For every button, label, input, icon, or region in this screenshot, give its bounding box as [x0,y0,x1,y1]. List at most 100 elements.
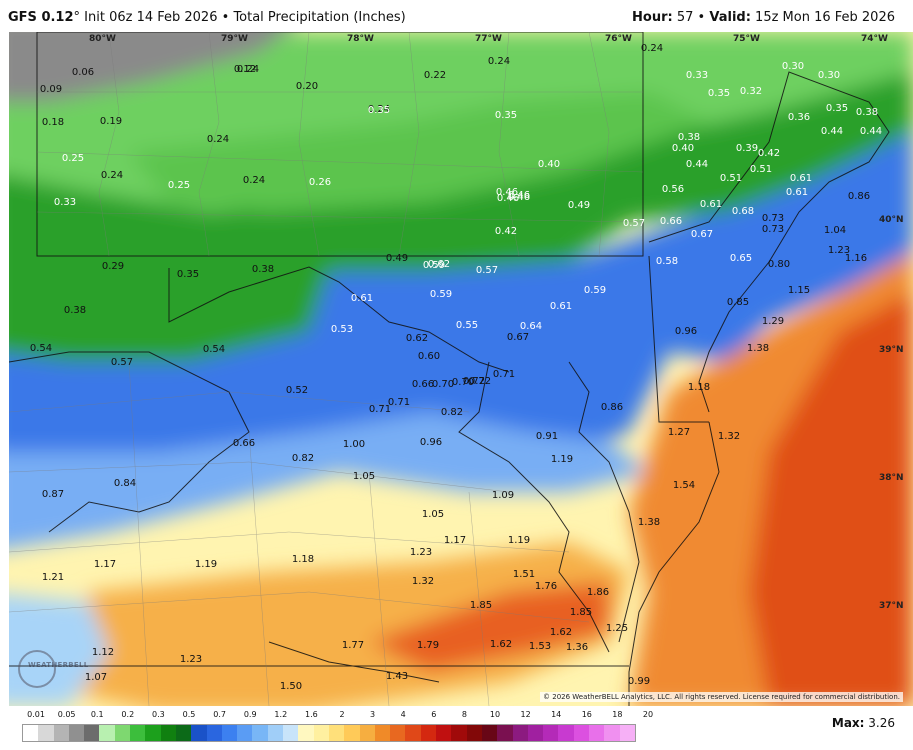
precip-value-label: 1.76 [535,581,557,592]
precip-value-label: 0.68 [732,206,754,217]
precip-value-label: 0.46 [496,187,518,198]
precip-value-label: 0.06 [72,67,94,78]
precip-value-label: 0.19 [100,116,122,127]
precip-value-label: 0.49 [386,253,408,264]
legend-tick-label: 0.01 [27,710,45,719]
precip-value-label: 0.29 [102,261,124,272]
lat-label: 39°N [879,345,904,355]
value-labels: 0.06 0.09 0.12 0.20 0.22 0.24 0.24 0.33 0.30 0.30… [30,43,882,692]
precip-value-label: 1.04 [824,225,846,236]
precip-value-label: 0.35 [177,269,199,280]
legend-swatch [160,725,176,741]
precip-value-label: 1.17 [94,559,116,570]
precip-value-label: 1.19 [551,454,573,465]
precip-value-label: 0.38 [64,305,86,316]
legend-swatch [374,725,391,741]
precip-value-label: 0.38 [678,132,700,143]
legend-swatch [237,725,253,741]
precip-value-label: 0.85 [727,297,749,308]
precip-value-label: 1.15 [788,285,810,296]
field-blue-band [9,112,913,532]
longitude-labels: 80°W 79°W 78°W 77°W 76°W 75°W 74°W [89,34,888,44]
precip-value-label: 0.61 [790,173,812,184]
precip-map: 80°W 79°W 78°W 77°W 76°W 75°W 74°W 40°N … [9,32,913,706]
legend-tick-label: 12 [520,710,531,719]
precip-value-label: 0.87 [42,489,64,500]
precip-value-label: 0.46 [508,192,530,203]
precip-field [9,32,913,706]
header: GFS 0.12° Init 06z 14 Feb 2026 • Total P… [0,0,913,32]
precip-value-label: 0.53 [331,324,353,335]
precip-value-label: 1.21 [42,572,64,583]
precip-value-label: 0.26 [309,177,331,188]
field-red-sw [369,582,609,672]
precip-value-label: 1.79 [417,640,439,651]
legend-tick-label: 1.6 [305,710,318,719]
precip-value-label: 1.62 [490,639,512,650]
legend-swatch [206,725,222,741]
precip-value-label: 0.24 [368,104,390,115]
valid-label: Valid: [709,10,751,25]
precip-value-label: 1.23 [180,654,202,665]
precip-value-label: 0.99 [628,676,650,687]
legend-tick-label: 0.9 [243,710,257,719]
precip-value-label: 0.30 [782,61,804,72]
legend-labels: 0.01 0.05 0.1 0.2 0.3 0.5 0.7 0.9 1.2 1.6 2 3 4 6 8 10 1… [8,708,668,722]
precip-value-label: 0.62 [428,259,450,270]
precip-value-label: 1.27 [668,427,690,438]
precip-value-label: 0.61 [351,293,373,304]
precip-value-label: 0.67 [691,229,713,240]
legend-swatch [68,725,85,741]
precip-value-label: 1.50 [280,681,302,692]
lon-label: 79°W [221,34,248,44]
delmarva-coast [628,421,720,706]
precip-value-label: 0.96 [675,326,697,337]
legend-swatch [53,725,69,741]
precip-value-label: 0.59 [430,289,452,300]
precip-value-label: 0.58 [656,256,678,267]
precip-value-label: 0.35 [495,110,517,121]
legend-tick-label: 0.5 [182,710,196,719]
lon-label: 80°W [89,34,116,44]
legend-swatch [114,725,131,741]
wv-va-border [9,351,250,533]
copyright-notice: © 2026 WeatherBELL Analytics, LLC. All r… [540,692,903,702]
precip-value-label: 0.82 [292,453,314,464]
precip-value-label: 0.56 [662,184,684,195]
lat-label: 37°N [879,601,904,611]
pennsylvania-border [36,32,644,257]
nj-outline [648,71,890,413]
legend-tick-label: 3 [370,710,376,719]
precip-value-label: 1.23 [410,547,432,558]
precip-value-label: 0.65 [730,253,752,264]
precip-value-label: 0.46 [497,193,519,204]
precip-value-label: 0.71 [388,397,410,408]
precip-value-label: 0.82 [441,407,463,418]
legend-swatch [359,725,375,741]
legend-swatch [527,725,544,741]
lon-label: 77°W [475,34,502,44]
precip-value-label: 1.18 [292,554,314,565]
precip-value-label: 0.46 [508,190,530,201]
precip-value-label: 1.07 [85,672,107,683]
legend-tick-label: 0.1 [90,710,104,719]
legend-swatch [619,725,635,741]
legend-swatch [298,725,314,741]
max-label: Max: [831,716,865,730]
product-name: Total Precipitation (Inches) [233,10,406,25]
precip-value-label: 0.25 [168,180,190,191]
precip-value-label: 0.80 [768,259,790,270]
hour-label: Hour: [632,10,673,25]
precip-value-label: 0.59 [423,260,445,271]
legend-tick-label: 14 [551,710,562,719]
precip-value-label: 0.42 [758,148,780,159]
precip-value-label: 0.25 [62,153,84,164]
precip-value-label: 0.24 [207,134,229,145]
init-time: Init 06z 14 Feb 2026 [84,10,218,25]
precip-value-label: 1.62 [550,627,572,638]
max-value: 3.26 [868,716,895,730]
hour-value: 57 [676,10,694,25]
legend-swatch [130,725,146,741]
legend-swatch [191,725,207,741]
legend-tick-label: 8 [461,710,467,719]
